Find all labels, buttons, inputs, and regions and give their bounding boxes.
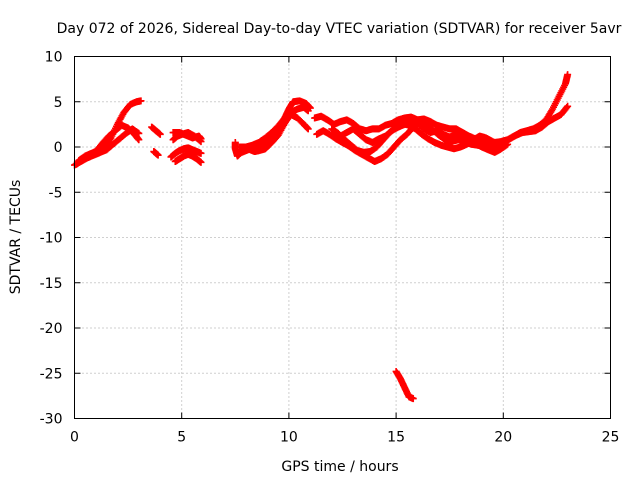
y-axis-label: SDTVAR / TECUs: [8, 180, 24, 295]
data-point: [135, 136, 143, 144]
data-point: [197, 158, 205, 166]
y-tick-label: 5: [54, 95, 63, 111]
x-tick-label: 5: [177, 430, 186, 446]
x-tick-label: 10: [280, 430, 298, 446]
data-series: [71, 71, 572, 403]
y-tick-label: 0: [54, 140, 63, 156]
y-tick-label: -10: [40, 231, 63, 247]
x-tick-label: 20: [494, 430, 512, 446]
data-point: [409, 395, 417, 403]
y-tick-label: -25: [40, 366, 63, 382]
data-point: [504, 140, 512, 148]
data-track: [169, 129, 205, 146]
data-point: [197, 138, 205, 146]
data-track: [336, 117, 512, 156]
data-track: [150, 148, 162, 159]
grid-lines: [74, 56, 611, 419]
data-track: [148, 123, 164, 138]
data-point: [306, 104, 314, 112]
data-point: [304, 125, 312, 133]
y-tick-label: -5: [49, 185, 63, 201]
data-point: [156, 130, 164, 138]
y-tick-label: -30: [40, 412, 63, 428]
y-tick-label: -20: [40, 321, 63, 337]
data-track: [171, 150, 205, 166]
y-tick-label: -15: [40, 276, 63, 292]
y-tick-label: 10: [45, 50, 63, 66]
axes: 0 5 10 15 20 25 10 5 0 -5 -10 -15 -20 -25 -30: [40, 50, 620, 446]
x-axis-label: GPS time / hours: [281, 459, 398, 475]
x-tick-label: 0: [70, 430, 79, 446]
data-track: [238, 110, 312, 156]
data-track: [392, 367, 417, 403]
data-track: [73, 121, 143, 168]
data-point: [154, 151, 162, 159]
data-point: [137, 97, 145, 105]
data-track: [167, 144, 205, 161]
data-point: [197, 149, 205, 157]
data-point: [563, 103, 571, 111]
chart-title: Day 072 of 2026, Sidereal Day-to-day VTE…: [57, 21, 622, 37]
data-point: [564, 71, 572, 79]
x-tick-label: 25: [602, 430, 620, 446]
x-tick-label: 15: [387, 430, 405, 446]
data-point: [564, 102, 572, 110]
